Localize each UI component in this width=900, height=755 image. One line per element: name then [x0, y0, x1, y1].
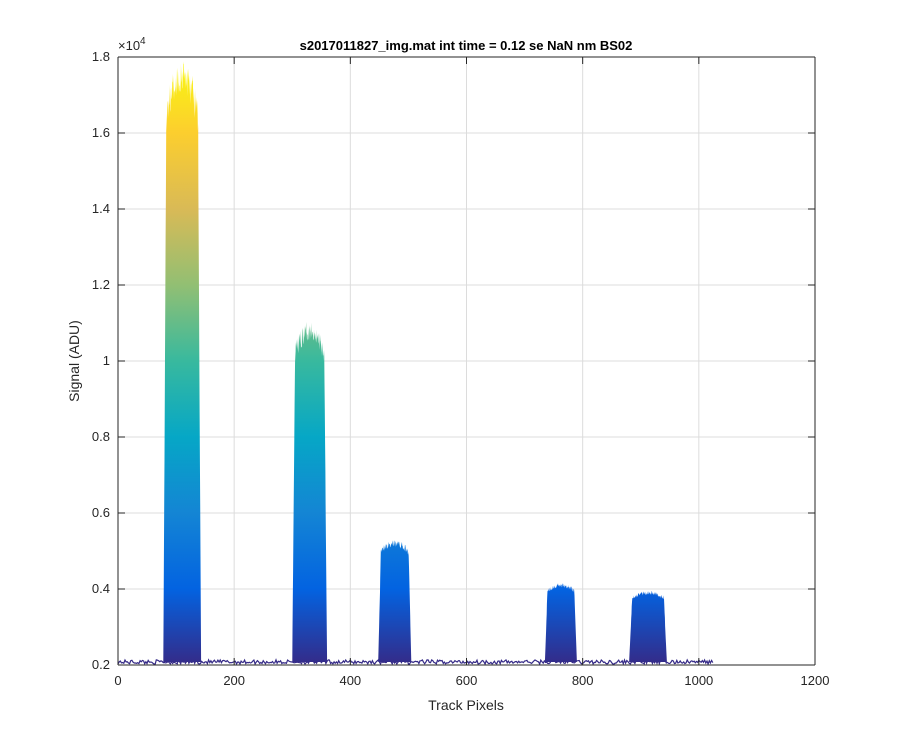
grid-layer	[118, 57, 815, 665]
x-tick-label: 800	[572, 673, 594, 688]
y-axis-exponent-base: ×10	[118, 38, 140, 53]
baseline-series	[118, 658, 714, 665]
x-tick-label: 200	[223, 673, 245, 688]
signal-peak-5	[629, 591, 667, 662]
x-axis-label: Track Pixels	[428, 697, 504, 713]
x-tick-label: 600	[456, 673, 478, 688]
y-tick-label: 0.4	[92, 581, 110, 596]
y-tick-label: 0.6	[92, 505, 110, 520]
signal-peak-3	[378, 540, 412, 662]
x-tick-label: 1200	[801, 673, 830, 688]
signal-peak-4	[544, 583, 577, 662]
y-tick-label: 1.2	[92, 277, 110, 292]
y-tick-label: 0.2	[92, 657, 110, 672]
x-tick-label: 1000	[684, 673, 713, 688]
y-tick-label: 1.8	[92, 49, 110, 64]
axes-layer: 0 200 400 600 800 1000 1200 0.2 0.4 0.6 0.8 1 1.2 1.4…	[92, 49, 830, 688]
y-tick-label: 1.6	[92, 125, 110, 140]
x-tick-label: 0	[114, 673, 121, 688]
data-layer	[118, 61, 714, 665]
y-tick-label: 1	[103, 353, 110, 368]
chart-title: s2017011827_img.mat int time = 0.12 se N…	[300, 38, 633, 53]
signal-peak-2	[292, 322, 328, 662]
y-tick-label: 1.4	[92, 201, 110, 216]
x-tick-label: 400	[339, 673, 361, 688]
y-axis-label: Signal (ADU)	[66, 320, 82, 402]
y-tick-label: 0.8	[92, 429, 110, 444]
y-axis-exponent-power: 4	[140, 36, 146, 47]
signal-peak-1	[163, 61, 202, 662]
